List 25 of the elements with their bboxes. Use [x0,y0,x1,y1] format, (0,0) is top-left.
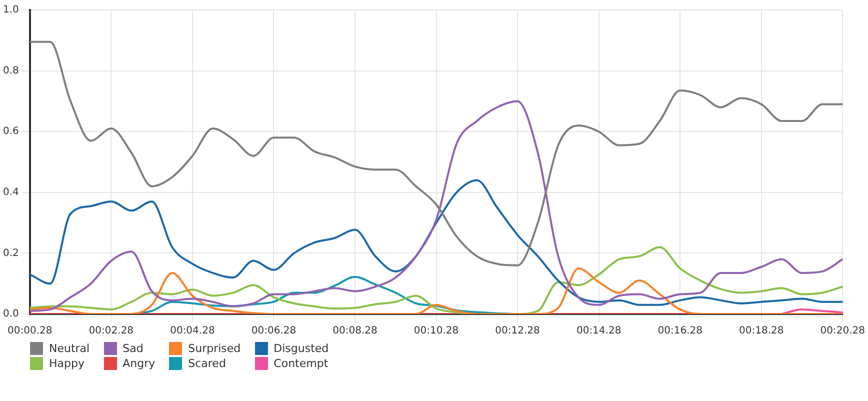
x-tick-label: 00:18.28 [739,326,784,337]
legend-label: Scared [188,357,226,370]
x-tick-label: 00:06.28 [251,326,296,337]
x-tick-label: 00:02.28 [88,326,134,337]
x-tick-label: 00:04.28 [170,326,215,337]
y-tick-label: 0.6 [2,126,19,138]
x-tick-label: 00:10.28 [414,326,459,337]
y-tick-label: 0.0 [2,308,19,320]
legend-label: Neutral [49,342,90,355]
x-tick-label: 00:12.28 [495,326,540,337]
y-tick-label: 0.8 [2,65,19,76]
x-tick-label: 00:00.28 [8,326,52,337]
x-tick-label: 00:14.28 [576,326,622,337]
legend-label: Sad [122,342,144,355]
legend-label: Contempt [274,357,328,370]
y-tick-label: 0.4 [2,186,19,198]
y-tick-label: 1.0 [2,4,19,16]
legend-label: Happy [49,357,84,370]
legend-label: Surprised [188,342,241,355]
x-tick-label: 00:20.28 [820,326,866,337]
y-tick-label: 0.2 [2,248,19,259]
x-tick-label: 00:08.28 [332,326,378,337]
legend-label: Angry [122,357,156,370]
x-tick-label: 00:16.28 [658,326,702,337]
legend-label: Disgusted [274,342,329,355]
